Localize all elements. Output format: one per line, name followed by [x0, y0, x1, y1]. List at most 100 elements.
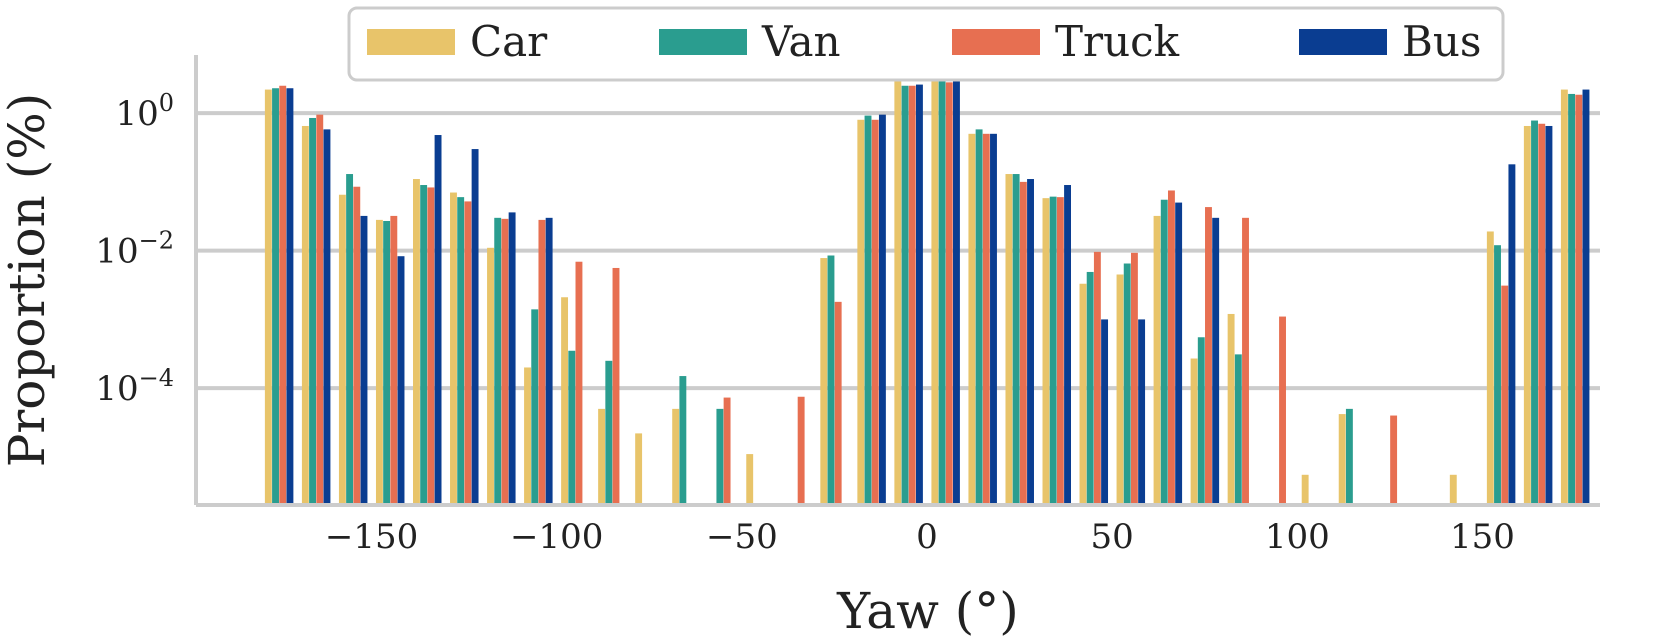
bar-truck [1279, 316, 1286, 505]
bar-truck [797, 396, 805, 505]
bar-bus [1138, 319, 1146, 505]
bar-car [672, 408, 680, 505]
bar-bus [286, 88, 294, 506]
bar-truck [834, 301, 842, 505]
x-tick-label: 100 [1265, 517, 1330, 557]
bar-truck [1538, 123, 1546, 505]
bar-car [598, 408, 606, 505]
bar-truck [501, 218, 509, 505]
bar-van [420, 185, 428, 505]
x-tick-label: 50 [1091, 517, 1134, 557]
legend: Car Van Truck Bus [347, 6, 1505, 82]
bar-van [1086, 271, 1094, 505]
legend-swatch-van [659, 29, 747, 55]
bar-car [1079, 283, 1087, 505]
bar-car [264, 89, 272, 505]
bar-car [968, 133, 976, 505]
legend-box [347, 6, 1505, 82]
bar-bus [990, 133, 997, 505]
y-tick-label: 10−4 [95, 364, 174, 409]
bar-van [531, 309, 539, 505]
bar-van [1568, 93, 1576, 505]
bar-car [1116, 274, 1124, 505]
bar-car [931, 77, 939, 506]
bar-bus [1545, 125, 1553, 505]
bar-van [346, 174, 354, 506]
bar-bus [915, 84, 923, 505]
bar-bus [1027, 179, 1034, 505]
bar-van [1494, 245, 1501, 505]
bar-van [1049, 196, 1057, 505]
legend-swatch-bus [1299, 29, 1387, 55]
bar-truck [982, 133, 990, 505]
bar-van [975, 129, 983, 505]
bar-car [1338, 414, 1346, 505]
x-tick-label: −100 [510, 517, 603, 557]
bar-truck [1242, 217, 1249, 505]
legend-label-van: Van [761, 17, 841, 66]
bar-truck [1167, 190, 1175, 505]
bar-bus [434, 135, 442, 505]
bar-truck [390, 215, 398, 505]
bar-truck [1575, 94, 1583, 506]
bar-car [894, 80, 902, 506]
bar-truck [1205, 207, 1212, 505]
bar-car [338, 194, 346, 506]
bar-truck [575, 261, 583, 505]
x-axis-title: Yaw (°) [836, 582, 1019, 640]
bar-car [1486, 231, 1494, 505]
bar-van [1345, 408, 1353, 505]
bar-bus [1064, 185, 1071, 505]
bar-car [857, 119, 865, 505]
bar-bus [1582, 89, 1590, 505]
bar-van [901, 85, 909, 505]
legend-label-truck: Truck [1055, 17, 1180, 66]
bar-car [1301, 474, 1309, 505]
bar-van [1531, 120, 1538, 505]
bar-bus [1212, 217, 1220, 505]
bar-car [301, 125, 309, 505]
bar-car [375, 219, 383, 505]
bar-van [568, 350, 576, 505]
axes [194, 55, 1600, 507]
bar-truck [723, 397, 731, 505]
bar-truck [427, 187, 435, 505]
bar-bus [545, 217, 553, 505]
x-tick-label: −150 [325, 517, 418, 557]
bar-van [457, 197, 465, 505]
bar-van [938, 81, 946, 505]
bar-bus [508, 212, 516, 505]
bar-car [1153, 215, 1161, 505]
bar-car [820, 258, 828, 505]
bar-truck [279, 85, 287, 505]
bar-van [1012, 174, 1020, 506]
bar-bus [360, 215, 368, 505]
legend-label-car: Car [470, 17, 548, 66]
bar-car [1227, 313, 1235, 505]
x-tick-label: 150 [1450, 517, 1515, 557]
bar-car [487, 247, 494, 506]
x-tick-label: 0 [916, 517, 938, 557]
bar-van [309, 117, 317, 505]
bar-van [1234, 354, 1242, 505]
bar-truck [1501, 285, 1509, 505]
bar-truck [945, 82, 953, 506]
legend-swatch-truck [952, 29, 1040, 55]
bar-truck [1390, 415, 1398, 505]
bar-car [413, 179, 420, 505]
bar-truck [464, 201, 472, 505]
bar-truck [612, 267, 620, 505]
bar-bus [397, 256, 405, 505]
bar-bus [323, 129, 331, 505]
bar-car [450, 192, 457, 505]
x-tick-labels: −150 −100 −50 0 50 100 150 [325, 517, 1515, 557]
bar-bus [1508, 164, 1516, 505]
bar-van [716, 408, 724, 505]
bar-van [1123, 263, 1131, 505]
bar-bus [1101, 319, 1109, 505]
bar-van [1197, 337, 1205, 505]
y-axis-title: Proportion (%) [0, 93, 56, 467]
bar-van [827, 255, 835, 505]
bar-car [635, 433, 643, 505]
